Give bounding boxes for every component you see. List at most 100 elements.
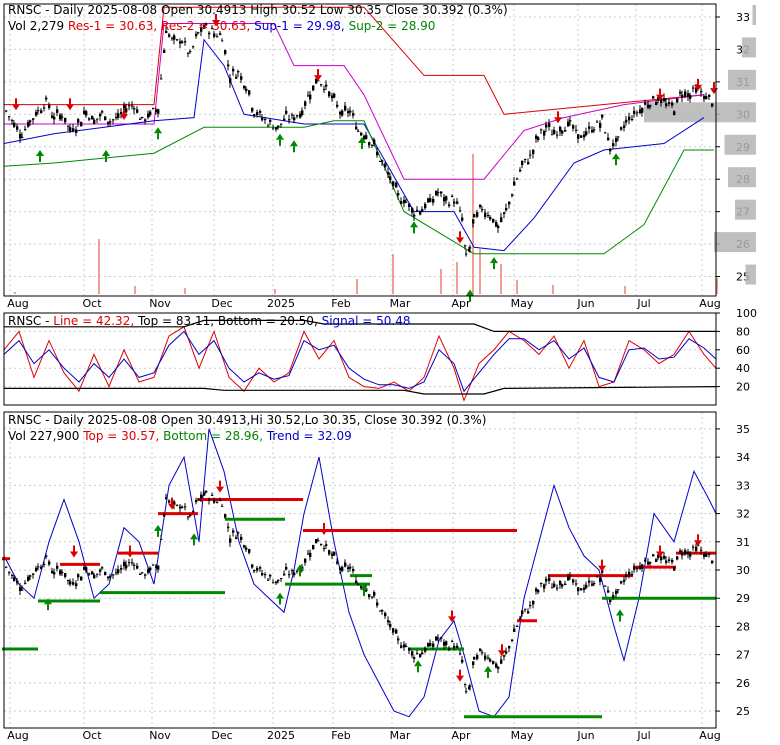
price-candle xyxy=(264,119,267,121)
trend-sell-arrow xyxy=(320,528,328,535)
stoch-line-signal xyxy=(3,330,717,393)
price-candle xyxy=(280,123,283,125)
price-candle xyxy=(120,111,123,114)
trend-candle xyxy=(424,647,427,652)
trend-header-line2: Vol 227,900 Top = 30.57, Bottom = 28.96,… xyxy=(8,429,352,443)
price-candle xyxy=(19,133,22,139)
trend-candle xyxy=(472,661,475,665)
price-candle xyxy=(339,111,342,115)
price-candle xyxy=(219,33,222,35)
trend-candle xyxy=(35,567,38,572)
price-candle xyxy=(109,121,112,123)
trend-x-label: Oct xyxy=(82,729,102,742)
stoch-tick-label: 60 xyxy=(736,344,750,357)
trend-candle xyxy=(27,576,30,581)
price-candle xyxy=(519,169,522,172)
price-candle xyxy=(472,219,475,224)
stoch-line-line xyxy=(3,326,717,402)
price-candle xyxy=(588,126,591,129)
price-candle xyxy=(181,41,184,43)
price-candle xyxy=(232,68,235,72)
trend-candle xyxy=(495,663,498,668)
price-candle xyxy=(601,114,604,118)
trend-candle xyxy=(288,574,291,576)
trend-candle xyxy=(315,539,318,544)
price-candle xyxy=(679,91,682,94)
trend-candle xyxy=(511,639,514,641)
price-candle xyxy=(168,34,171,37)
trend-candle xyxy=(181,506,184,508)
trend-candle xyxy=(309,552,312,557)
trend-candle xyxy=(219,499,222,501)
trend-candle xyxy=(411,651,414,656)
price-x-label: Nov xyxy=(149,297,171,310)
trend-candle xyxy=(376,602,379,606)
trend-candle xyxy=(636,568,639,570)
price-candle xyxy=(617,136,620,138)
trend-tick-label: 31 xyxy=(736,536,750,549)
trend-candle xyxy=(429,642,432,647)
trend-candle xyxy=(144,574,147,576)
trend-tick-label: 35 xyxy=(736,423,750,436)
price-candle xyxy=(243,85,246,89)
trend-candle xyxy=(583,587,586,590)
trend-candle xyxy=(267,579,270,581)
price-candle xyxy=(400,201,403,204)
trend-candle xyxy=(352,569,355,572)
price-candle xyxy=(173,35,176,40)
trend-candle xyxy=(505,651,508,654)
stoch-tick-label: 80 xyxy=(736,325,750,338)
volume-bar xyxy=(716,278,718,294)
trend-candle xyxy=(500,659,503,664)
trend-candle xyxy=(296,570,299,572)
trend-candle xyxy=(537,590,540,593)
price-candle xyxy=(623,125,626,128)
price-candle xyxy=(11,120,14,122)
price-header-line2-part-3: Sup-1 = 29.98, xyxy=(254,19,348,33)
trend-candle xyxy=(32,573,35,575)
trend-x-label: Feb xyxy=(331,729,350,742)
price-candle xyxy=(384,163,387,168)
trend-buy-arrow xyxy=(484,665,492,672)
volume-bar xyxy=(274,289,276,294)
trend-candle xyxy=(381,610,384,612)
trend-candle xyxy=(245,547,248,550)
price-candle xyxy=(508,201,511,205)
price-candle xyxy=(347,111,350,114)
trend-tick-label: 26 xyxy=(736,677,750,690)
trend-candle xyxy=(149,567,152,571)
price-candle xyxy=(532,149,535,154)
price-candle xyxy=(21,136,24,138)
trend-candle xyxy=(48,561,51,565)
price-sell-arrow xyxy=(314,75,322,82)
price-candle xyxy=(160,78,163,80)
trend-candle xyxy=(37,566,40,568)
trend-candle xyxy=(221,505,224,507)
trend-candle xyxy=(389,623,392,628)
price-buy-arrow xyxy=(612,153,620,160)
trend-candle xyxy=(700,549,703,551)
price-candle xyxy=(708,94,711,97)
trend-candle xyxy=(379,610,382,612)
price-candle xyxy=(511,194,514,196)
trend-candle xyxy=(567,576,570,581)
trend-candle xyxy=(5,566,8,568)
price-candle xyxy=(440,191,443,194)
volume-bar xyxy=(516,280,518,294)
price-candle xyxy=(429,198,432,203)
trend-candle xyxy=(503,655,506,657)
price-candle xyxy=(307,95,310,97)
price-candle xyxy=(125,108,128,113)
price-candle xyxy=(500,217,503,222)
price-candle xyxy=(625,119,628,123)
price-candle xyxy=(8,116,11,118)
price-volume-profile-bar xyxy=(714,232,756,253)
price-candle xyxy=(352,113,355,116)
price-candle xyxy=(163,50,166,53)
trend-candle xyxy=(272,582,275,584)
price-candle xyxy=(663,98,666,102)
price-candle xyxy=(40,110,43,114)
price-candle xyxy=(165,30,168,33)
stoch-header-part-3: Bottom = 20.50, xyxy=(218,314,322,328)
